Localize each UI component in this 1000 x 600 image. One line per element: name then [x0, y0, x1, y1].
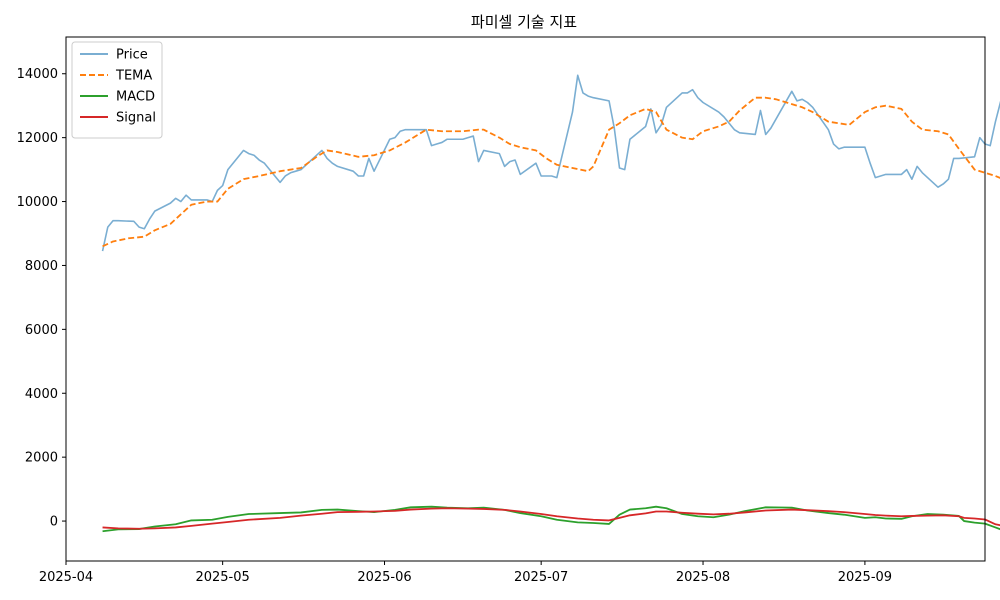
x-tick-label: 2025-07	[514, 570, 568, 585]
x-tick-label: 2025-05	[195, 570, 249, 585]
chart-title: 파미셀 기술 지표	[471, 13, 577, 31]
y-tick-label: 2000	[25, 451, 58, 466]
legend-label-price: Price	[116, 48, 148, 63]
y-tick-label: 12000	[17, 131, 58, 146]
series-line-macd	[102, 505, 1000, 533]
y-tick-label: 4000	[25, 387, 58, 402]
plot-frame	[65, 36, 986, 562]
legend: Price TEMA MACD Signal	[71, 41, 163, 139]
y-tick-label: 8000	[25, 259, 58, 274]
x-tick-label: 2025-04	[39, 570, 93, 585]
x-tick-label: 2025-06	[357, 570, 411, 585]
series-line-price	[101, 74, 1000, 252]
x-tick-label: 2025-09	[838, 570, 892, 585]
y-tick-label: 0	[50, 515, 58, 530]
x-tick-label: 2025-08	[676, 570, 730, 585]
legend-label-signal: Signal	[116, 111, 156, 126]
legend-box	[71, 41, 163, 139]
plot-lines	[101, 74, 1000, 533]
y-tick-label: 6000	[25, 323, 58, 338]
series-line-tema	[102, 96, 1000, 248]
legend-label-tema: TEMA	[115, 69, 152, 84]
series-line-signal	[102, 507, 1000, 530]
y-tick-label: 14000	[17, 67, 58, 82]
x-axis: 2025-04 2025-05 2025-06 2025-07 2025-08 2025-…	[39, 561, 892, 585]
y-axis: 0 2000 4000 6000 8000 10000 12000 14000	[17, 67, 66, 530]
y-tick-label: 10000	[17, 195, 58, 210]
legend-label-macd: MACD	[116, 90, 155, 105]
